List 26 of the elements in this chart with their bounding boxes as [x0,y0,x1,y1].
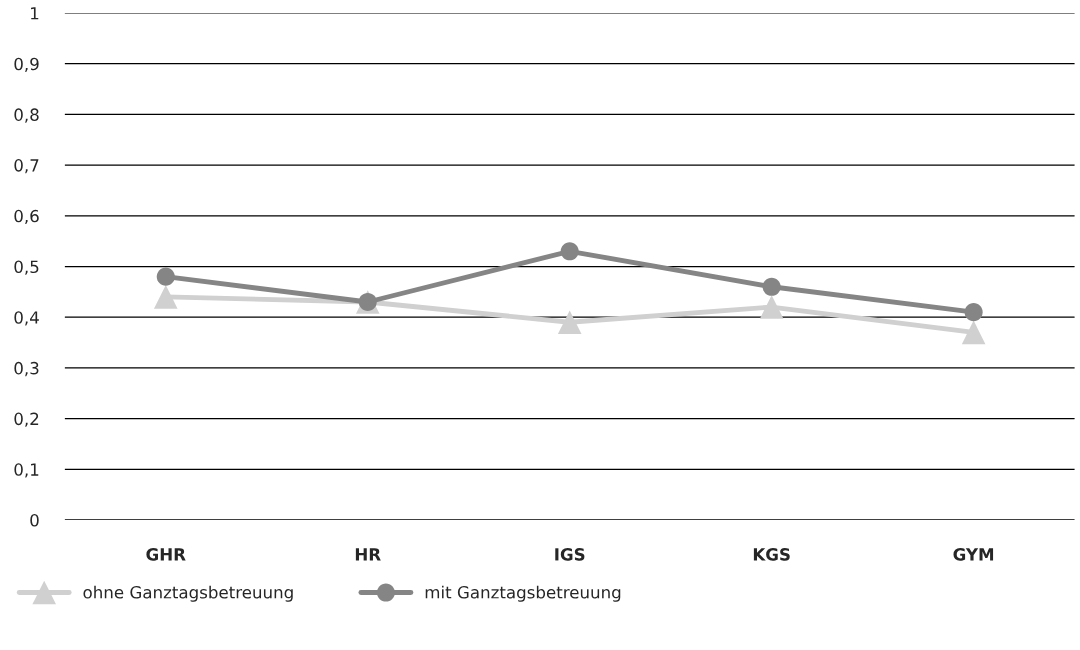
legend-label: ohne Ganztagsbetreuung [83,585,293,602]
point [156,267,175,286]
y-tick-label: 0,7 [14,159,39,174]
y-tick-label: 0 [30,513,39,527]
y-tick-label: 0,6 [14,209,39,225]
y-tick-label: 0,3 [14,361,39,377]
x-tick-label: IGS [555,548,585,561]
y-tick-label: 0,5 [14,260,39,275]
x-tick-label: KGS [753,548,790,561]
point [759,295,784,319]
y-tick-label: 1 [31,7,39,20]
legend-label: mit Ganztagsbetreuung [425,585,621,602]
x-tick-label: HR [355,548,381,561]
point [762,277,781,296]
y-tick-label: 0,8 [14,108,39,123]
y-tick-label: 0,4 [14,311,39,326]
point [557,310,582,335]
point [560,242,579,261]
point [153,285,178,309]
point [961,320,986,345]
y-tick-label: 0,2 [14,412,39,427]
y-tick-label: 0,1 [14,463,39,478]
point [964,303,983,322]
y-tick-label: 0,9 [14,57,39,72]
x-tick-label: GYM [953,548,994,561]
x-tick-label: GHR [146,548,186,561]
